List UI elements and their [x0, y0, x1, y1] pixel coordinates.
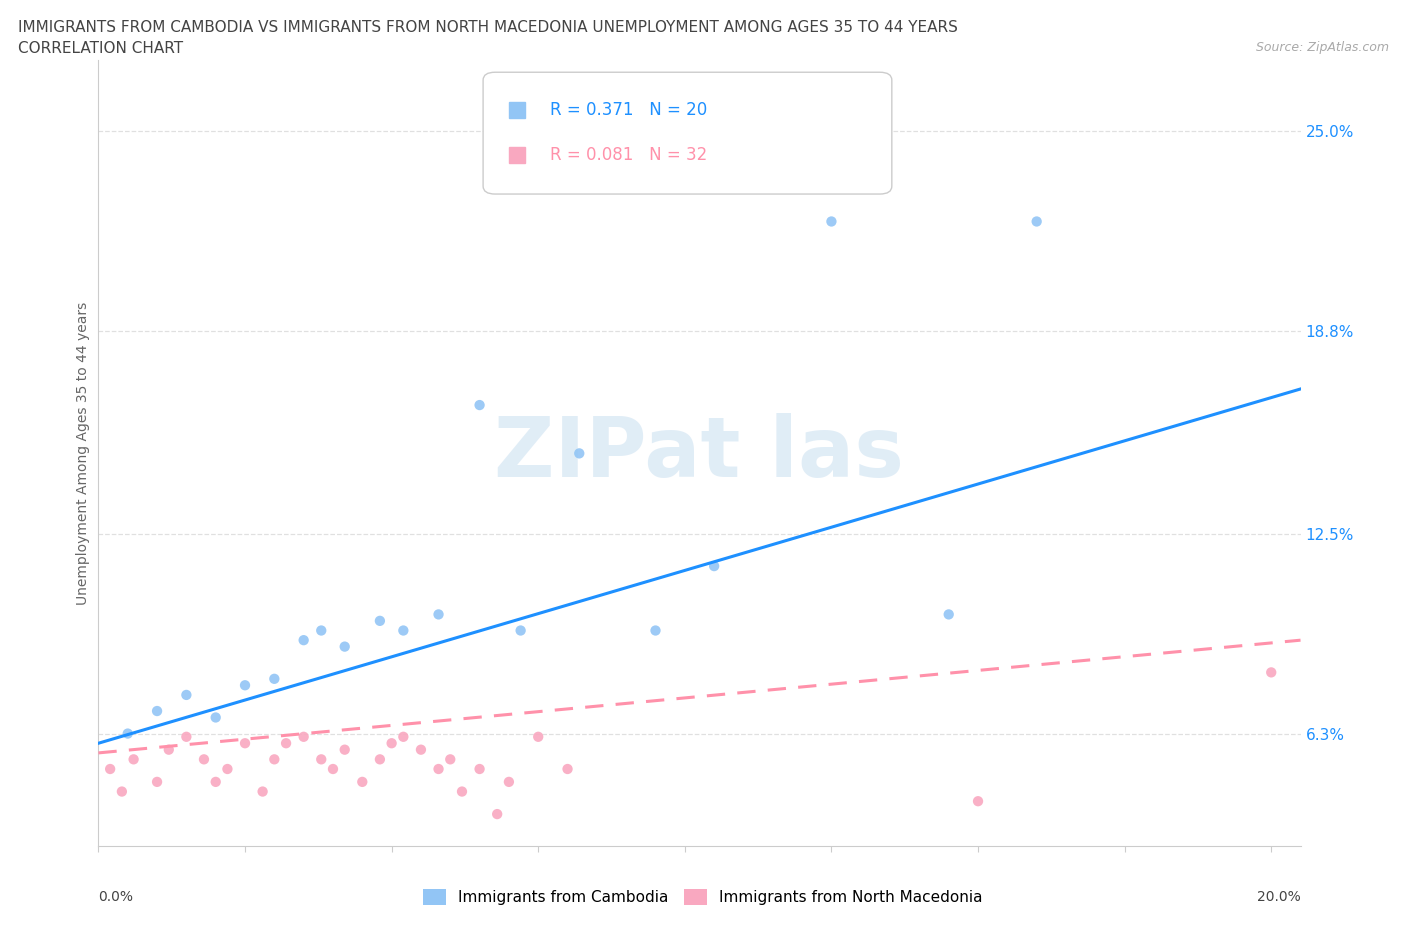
Point: [468, 762, 491, 777]
Text: ZIPat las: ZIPat las: [495, 413, 904, 494]
Point: [820, 214, 842, 229]
Point: [263, 671, 285, 686]
Point: [392, 623, 415, 638]
Text: 20.0%: 20.0%: [1257, 889, 1301, 904]
Point: [1025, 214, 1047, 229]
Point: [263, 751, 285, 766]
Point: [176, 729, 198, 744]
Point: [392, 729, 415, 744]
Point: [217, 762, 239, 777]
Point: [309, 751, 332, 766]
Point: [193, 751, 215, 766]
Point: [498, 775, 520, 790]
Point: [274, 736, 297, 751]
Point: [509, 623, 531, 638]
Point: [322, 762, 344, 777]
Text: IMMIGRANTS FROM CAMBODIA VS IMMIGRANTS FROM NORTH MACEDONIA UNEMPLOYMENT AMONG A: IMMIGRANTS FROM CAMBODIA VS IMMIGRANTS F…: [18, 20, 957, 35]
Point: [967, 794, 990, 809]
Text: R = 0.081   N = 32: R = 0.081 N = 32: [550, 146, 707, 164]
Point: [439, 751, 461, 766]
Point: [352, 775, 374, 790]
Point: [252, 784, 274, 799]
Point: [157, 742, 180, 757]
Point: [98, 762, 121, 777]
Point: [122, 751, 145, 766]
Point: [468, 398, 491, 413]
Point: [568, 446, 591, 461]
Point: [292, 632, 315, 647]
Point: [427, 607, 450, 622]
Point: [309, 623, 332, 638]
Point: [233, 736, 256, 751]
Point: [486, 806, 509, 821]
Point: [427, 762, 450, 777]
Point: [176, 687, 198, 702]
Text: R = 0.371   N = 20: R = 0.371 N = 20: [550, 101, 707, 119]
Point: [557, 762, 579, 777]
Point: [146, 704, 169, 719]
Text: Source: ZipAtlas.com: Source: ZipAtlas.com: [1256, 41, 1389, 54]
Point: [111, 784, 134, 799]
Text: CORRELATION CHART: CORRELATION CHART: [18, 41, 183, 56]
Point: [368, 751, 391, 766]
Point: [381, 736, 404, 751]
Text: 0.0%: 0.0%: [98, 889, 134, 904]
Point: [644, 623, 666, 638]
Point: [703, 559, 725, 574]
Point: [292, 729, 315, 744]
Point: [451, 784, 474, 799]
Point: [233, 678, 256, 693]
FancyBboxPatch shape: [484, 73, 891, 194]
Point: [368, 614, 391, 629]
Point: [146, 775, 169, 790]
Point: [117, 726, 139, 741]
Point: [333, 742, 356, 757]
Point: [527, 729, 550, 744]
Point: [1260, 665, 1282, 680]
Point: [333, 639, 356, 654]
Point: [938, 607, 960, 622]
Point: [409, 742, 432, 757]
Point: [204, 775, 226, 790]
Legend: Immigrants from Cambodia, Immigrants from North Macedonia: Immigrants from Cambodia, Immigrants fro…: [418, 883, 988, 911]
Y-axis label: Unemployment Among Ages 35 to 44 years: Unemployment Among Ages 35 to 44 years: [76, 301, 90, 605]
Point: [204, 710, 226, 724]
